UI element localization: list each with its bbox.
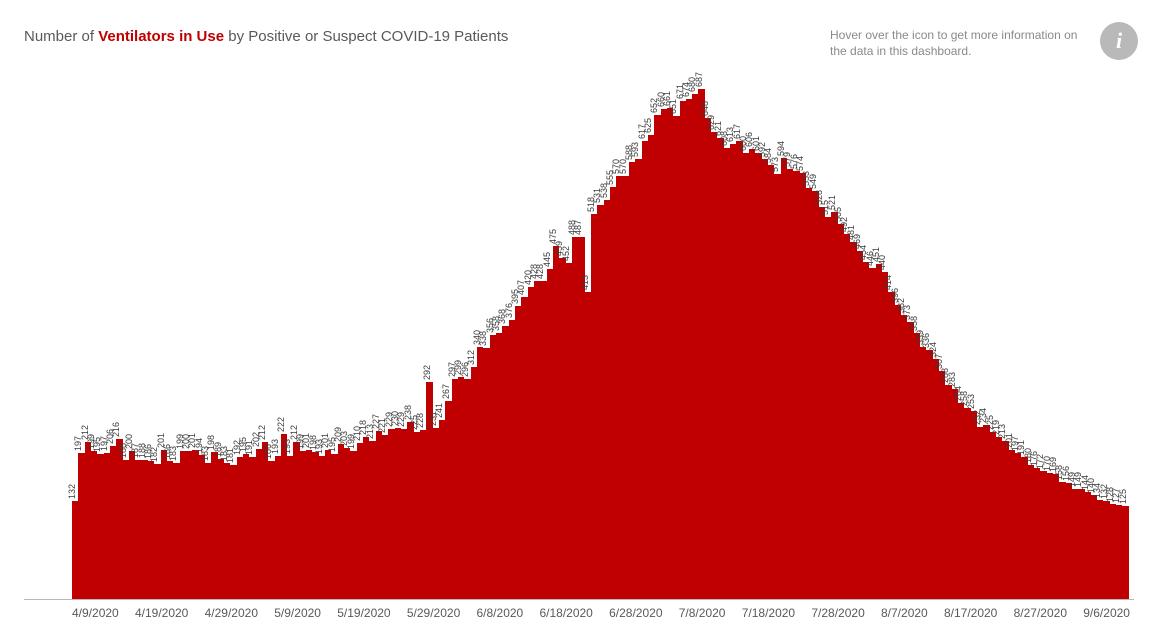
x-tick: 5/19/2020	[337, 606, 390, 620]
bar-value-label: 574	[796, 156, 805, 171]
info-icon[interactable]: i	[1100, 22, 1138, 60]
plot-region: 1321972121991951972062161882001871881861…	[24, 79, 1134, 600]
bar-value-label: 182	[150, 447, 159, 462]
bar-value-label: 253	[967, 394, 976, 409]
bar-value-label: 376	[505, 303, 514, 318]
bar-value-label: 292	[423, 365, 432, 380]
bar-value-label: 193	[271, 439, 280, 454]
bar-value-label: 573	[771, 157, 780, 172]
bar-value-label: 452	[562, 246, 571, 261]
x-tick: 4/19/2020	[135, 606, 188, 620]
bar-value-label: 440	[878, 255, 887, 270]
title-prefix: Number of	[24, 28, 98, 45]
x-axis: 4/9/2020 4/19/2020 4/29/2020 5/9/2020 5/19/2…	[72, 606, 1130, 620]
bar-value-label: 651	[669, 99, 678, 114]
header-row: Number of Ventilators in Use by Positive…	[24, 28, 1134, 59]
bar-value-label: 222	[277, 417, 286, 432]
bar-value-label: 413	[581, 275, 590, 290]
bar-value-label: 212	[258, 425, 267, 440]
bar-value-label: 241	[435, 403, 444, 418]
bar-value-label: 445	[543, 252, 552, 267]
dashboard-panel: Number of Ventilators in Use by Positive…	[0, 0, 1158, 643]
chart-area: 1321972121991951972062161882001871881861…	[24, 79, 1134, 617]
x-tick: 8/7/2020	[881, 606, 928, 620]
bar-value-label: 687	[695, 72, 704, 87]
bar-value-label: 549	[809, 174, 818, 189]
bar-value-label: 625	[644, 118, 653, 133]
bar-value-label: 125	[1119, 489, 1128, 504]
bar-series: 1321972121991951972062161882001871881861…	[72, 79, 1130, 599]
x-tick: 8/17/2020	[944, 606, 997, 620]
bar-value-label: 487	[574, 220, 583, 235]
bar-value-label: 648	[701, 101, 710, 116]
bar-value-label: 267	[442, 384, 451, 399]
title-highlight: Ventilators in Use	[98, 28, 224, 45]
hint-text: Hover over the icon to get more informat…	[830, 28, 1090, 59]
bar-value-label: 132	[68, 484, 77, 499]
chart-title: Number of Ventilators in Use by Positive…	[24, 28, 508, 45]
x-tick: 7/8/2020	[679, 606, 726, 620]
x-tick: 6/28/2020	[609, 606, 662, 620]
x-tick: 6/8/2020	[477, 606, 524, 620]
bar-value-label: 338	[479, 331, 488, 346]
x-tick: 8/27/2020	[1014, 606, 1067, 620]
x-tick: 7/28/2020	[811, 606, 864, 620]
x-tick: 4/9/2020	[72, 606, 119, 620]
bar-value-label: 193	[283, 439, 292, 454]
x-tick: 6/18/2020	[539, 606, 592, 620]
bar-value-label: 570	[619, 159, 628, 174]
info-glyph: i	[1116, 28, 1122, 54]
bar-value-label: 216	[112, 422, 121, 437]
bar[interactable]: 125	[1122, 506, 1128, 599]
bar-value-label: 283	[948, 372, 957, 387]
x-tick: 5/29/2020	[407, 606, 460, 620]
bar-value-label: 228	[416, 413, 425, 428]
x-tick: 5/9/2020	[274, 606, 321, 620]
x-tick: 9/6/2020	[1083, 606, 1130, 620]
x-tick: 7/18/2020	[742, 606, 795, 620]
bar-value-label: 312	[467, 350, 476, 365]
bar-value-label: 307	[935, 354, 944, 369]
x-tick: 4/29/2020	[205, 606, 258, 620]
bar-value-label: 593	[631, 142, 640, 157]
title-suffix: by Positive or Suspect COVID-19 Patients	[224, 28, 508, 45]
